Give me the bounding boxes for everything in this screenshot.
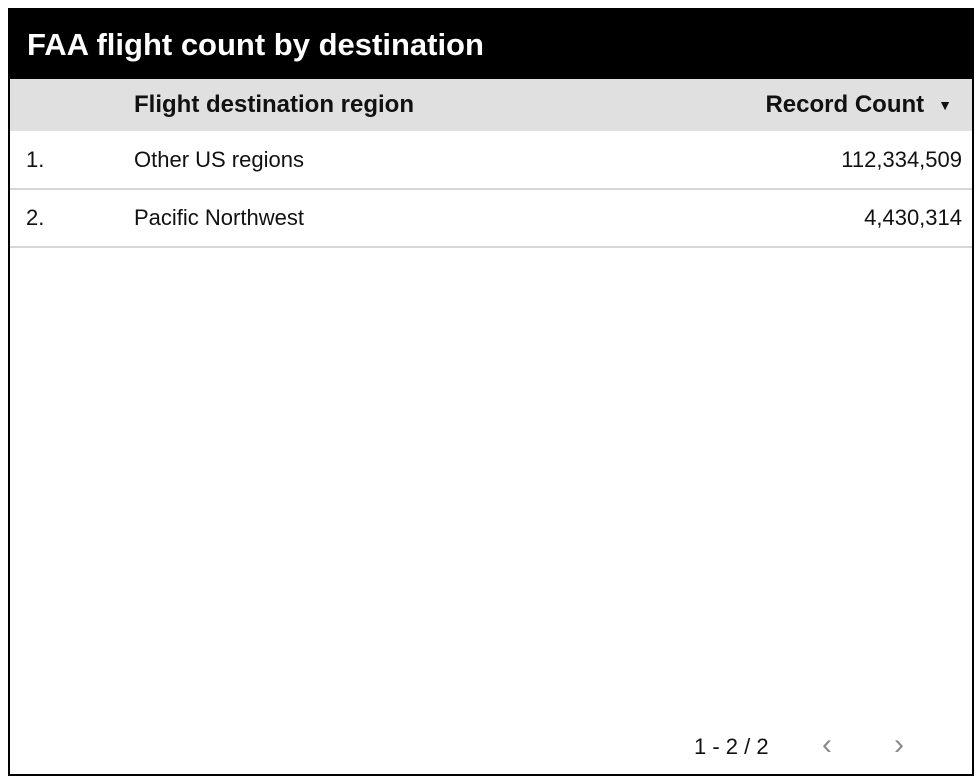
table-row: 2. Pacific Northwest 4,430,314 <box>10 189 972 248</box>
table-chart-panel: FAA flight count by destination Flight d… <box>8 8 974 776</box>
column-header-label: Record Count <box>765 91 925 118</box>
sort-down-icon[interactable]: ▼ <box>938 97 952 113</box>
row-count: 4,430,314 <box>864 205 962 230</box>
row-index: 1. <box>26 147 45 172</box>
column-header-region[interactable]: Flight destination region <box>134 91 414 118</box>
table-header: Flight destination region Record Count ▼ <box>10 79 972 131</box>
table-row: 1. Other US regions 112,334,509 <box>10 131 972 190</box>
chart-title: FAA flight count by destination <box>9 9 973 79</box>
row-region: Other US regions <box>134 147 304 172</box>
chevron-left-icon[interactable]: ‹ <box>822 728 832 761</box>
row-count: 112,334,509 <box>841 147 962 172</box>
column-header-record-count[interactable]: Record Count ▼ <box>765 91 952 119</box>
row-index: 2. <box>26 205 45 230</box>
chevron-right-icon[interactable]: › <box>894 728 904 761</box>
row-region: Pacific Northwest <box>134 205 304 230</box>
pagination-label: 1 - 2 / 2 <box>694 734 769 759</box>
pagination: 1 - 2 / 2 ‹ › <box>672 714 972 774</box>
